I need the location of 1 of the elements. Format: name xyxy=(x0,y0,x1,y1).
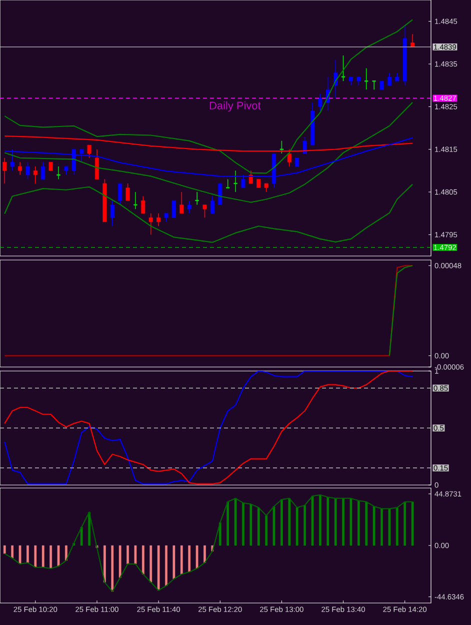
annotation: Daily Pivot xyxy=(210,101,261,112)
